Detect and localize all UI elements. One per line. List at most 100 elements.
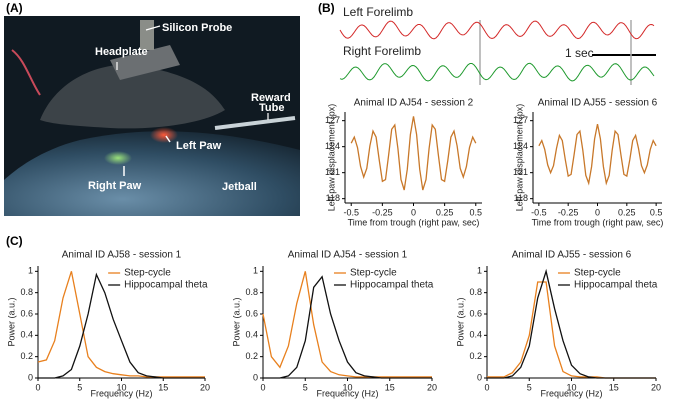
y-tick-label: 0 — [253, 372, 258, 382]
y-axis-label: Left paw displacement (px) — [514, 104, 524, 212]
y-tick-label: 121 — [325, 167, 340, 177]
chart-title: Animal ID AJ55 - session 6 — [512, 250, 632, 261]
series-line — [38, 272, 205, 379]
x-tick-label: -0.25 — [558, 207, 579, 217]
x-tick-label: 0 — [595, 207, 600, 217]
y-tick-label: 0 — [477, 372, 482, 382]
x-tick-label: 0 — [35, 382, 40, 392]
y-tick-label: 1 — [28, 266, 33, 276]
photo-label: Right Paw — [88, 180, 142, 192]
arrow — [165, 135, 171, 143]
legend-label: Hippocampal theta — [574, 280, 658, 291]
x-tick-label: 20 — [651, 382, 661, 392]
x-tick-label: -0.5 — [531, 207, 547, 217]
x-axis-label: Time from trough (right paw, sec) — [348, 217, 480, 227]
x-tick-label: 15 — [609, 382, 619, 392]
y-tick-label: 127 — [325, 115, 340, 125]
jetball — [4, 131, 300, 216]
y-axis-label: Left paw displacement (px) — [326, 104, 336, 212]
y-tick-label: 124 — [513, 141, 528, 151]
y-axis-label: Power (a.u.) — [231, 297, 241, 346]
legend-label: Hippocampal theta — [124, 280, 208, 291]
legend-label: Step-cycle — [124, 268, 171, 279]
photo-label: Left Paw — [176, 140, 222, 152]
probe — [140, 20, 154, 50]
x-axis-label: Frequency (Hz) — [540, 388, 602, 398]
chart-title: Animal ID AJ55 - session 6 — [538, 98, 658, 109]
y-tick-label: 124 — [325, 141, 340, 151]
y-tick-label: 0.6 — [20, 308, 33, 318]
chart-title: Animal ID AJ54 - session 2 — [354, 98, 474, 109]
headplate — [110, 45, 180, 80]
y-tick-label: 0.8 — [469, 287, 482, 297]
chart-title: Animal ID AJ54 - session 1 — [288, 250, 408, 261]
series-line — [263, 275, 432, 379]
x-tick-label: 0 — [260, 382, 265, 392]
trace-label: Right Forelimb — [343, 44, 421, 58]
x-tick-label: 5 — [77, 382, 82, 392]
y-tick-label: 0 — [28, 372, 33, 382]
chart-title: Animal ID AJ58 - session 1 — [62, 250, 182, 261]
y-tick-label: 0.2 — [469, 351, 482, 361]
x-tick-label: 10 — [116, 382, 126, 392]
y-tick-label: 0.8 — [20, 287, 33, 297]
x-tick-label: 10 — [566, 382, 576, 392]
x-tick-label: 0.25 — [436, 207, 454, 217]
legend-label: Step-cycle — [574, 268, 621, 279]
y-tick-label: 0.6 — [245, 308, 258, 318]
panel-label: (A) — [6, 1, 23, 15]
y-tick-label: 121 — [513, 167, 528, 177]
x-tick-label: 0.5 — [650, 207, 663, 217]
y-tick-label: 127 — [513, 115, 528, 125]
photo-label: Silicon Probe — [162, 22, 232, 34]
y-tick-label: 0.8 — [245, 287, 258, 297]
y-axis-label: Power (a.u.) — [455, 297, 465, 346]
mouse-body — [40, 64, 225, 129]
x-tick-label: 15 — [158, 382, 168, 392]
y-tick-label: 0.2 — [245, 351, 258, 361]
y-tick-label: 0.4 — [20, 330, 33, 340]
series-line — [262, 271, 432, 378]
y-tick-label: 0.2 — [20, 351, 33, 361]
y-tick-label: 0.6 — [469, 308, 482, 318]
series-line — [37, 271, 205, 378]
left-paw — [150, 127, 178, 143]
x-tick-label: -0.5 — [343, 207, 359, 217]
arrow — [145, 25, 161, 31]
cable — [11, 49, 41, 96]
x-tick-label: 0 — [484, 382, 489, 392]
x-axis-label: Frequency (Hz) — [316, 388, 378, 398]
photo-label: Jetball — [222, 181, 257, 193]
x-tick-label: 15 — [385, 382, 395, 392]
y-axis-label: Power (a.u.) — [6, 297, 16, 346]
y-tick-label: 1 — [477, 266, 482, 276]
x-tick-label: 20 — [200, 382, 210, 392]
x-axis-label: Time from trough (right paw, sec) — [532, 217, 664, 227]
y-tick-label: 118 — [514, 193, 528, 203]
right-paw — [104, 151, 132, 165]
legend-label: Hippocampal theta — [350, 280, 434, 291]
x-tick-label: 0 — [411, 207, 416, 217]
y-tick-label: 0.4 — [469, 330, 482, 340]
photo-label: Headplate — [95, 46, 148, 58]
legend-label: Step-cycle — [350, 268, 397, 279]
series-line — [350, 116, 477, 191]
limb-trace — [339, 62, 655, 82]
series-line — [487, 268, 656, 379]
x-tick-label: -0.25 — [372, 207, 393, 217]
series-line — [538, 123, 657, 186]
y-tick-label: 1 — [253, 266, 258, 276]
x-tick-label: 10 — [342, 382, 352, 392]
trace-label: Left Forelimb — [343, 5, 413, 19]
x-tick-label: 0.5 — [470, 207, 483, 217]
y-tick-label: 0.4 — [245, 330, 258, 340]
y-tick-label: 118 — [326, 193, 340, 203]
photo: Silicon Probe Headplate Reward Tube Left… — [4, 16, 300, 216]
x-axis-label: Frequency (Hz) — [90, 388, 152, 398]
panel-label: (C) — [6, 234, 23, 248]
panel-label: (B) — [318, 1, 335, 15]
photo-label: Reward — [251, 92, 291, 104]
